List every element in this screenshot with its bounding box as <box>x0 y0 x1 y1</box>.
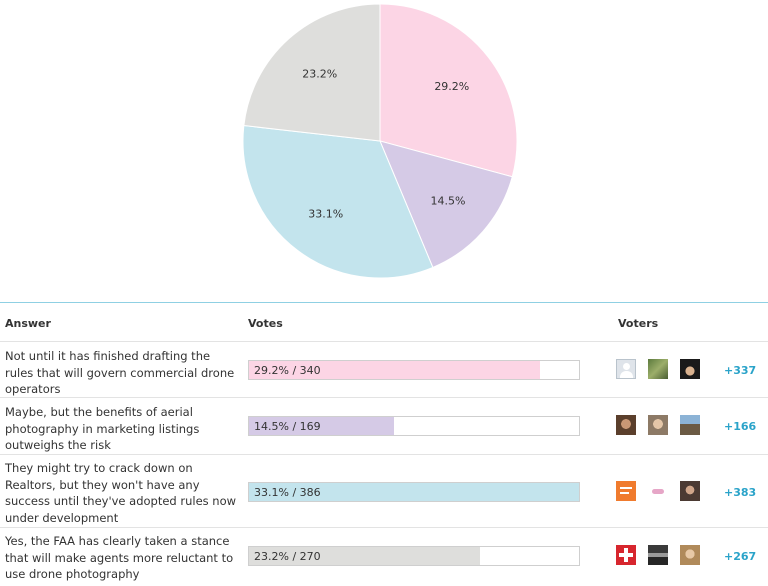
photo-avatar[interactable] <box>680 415 700 435</box>
answer-text: Yes, the FAA has clearly taken a stance … <box>5 534 234 581</box>
more-voters-link[interactable]: +337 <box>724 364 757 377</box>
pie-chart-svg: 29.2% 14.5% 33.1% 23.2% <box>242 3 518 279</box>
logo-avatar[interactable] <box>648 481 668 501</box>
vote-bar-label: 29.2% / 340 <box>254 364 321 377</box>
vote-bar-fill <box>249 361 541 379</box>
voters-header: Voters <box>618 317 659 330</box>
pie-chart: 29.2% 14.5% 33.1% 23.2% <box>242 3 518 279</box>
answer-text: Not until it has finished drafting the r… <box>5 349 235 396</box>
vote-bar-fill <box>249 483 579 501</box>
table-row: Maybe, but the benefits of aerial photog… <box>0 397 768 455</box>
answer-text: Maybe, but the benefits of aerial photog… <box>5 405 200 452</box>
photo-avatar[interactable] <box>648 359 668 379</box>
pie-slice[interactable] <box>242 124 434 279</box>
photo-avatar[interactable] <box>680 545 700 565</box>
vote-bar: 14.5% / 169 <box>248 416 580 436</box>
photo-avatar[interactable] <box>680 359 700 379</box>
vote-bar: 33.1% / 386 <box>248 482 580 502</box>
pie-slice-label: 14.5% <box>431 195 466 208</box>
divider <box>0 302 768 303</box>
photo-avatar[interactable] <box>648 415 668 435</box>
vote-bar-label: 33.1% / 386 <box>254 486 321 499</box>
vote-bar: 29.2% / 340 <box>248 360 580 380</box>
pie-slice-label: 29.2% <box>434 80 469 93</box>
table-row: Yes, the FAA has clearly taken a stance … <box>0 527 768 586</box>
more-voters-link[interactable]: +383 <box>724 486 757 499</box>
vote-bar: 23.2% / 270 <box>248 546 580 566</box>
logo-avatar[interactable] <box>616 545 636 565</box>
pie-slice[interactable] <box>379 140 513 269</box>
vote-bar-label: 23.2% / 270 <box>254 550 321 563</box>
more-voters-link[interactable]: +267 <box>724 550 757 563</box>
answer-header: Answer <box>5 317 51 330</box>
more-voters-link[interactable]: +166 <box>724 420 757 433</box>
logo-avatar[interactable] <box>616 481 636 501</box>
pie-slice-label: 23.2% <box>302 68 337 81</box>
table-row: They might try to crack down on Realtors… <box>0 454 768 528</box>
pie-slice-label: 33.1% <box>308 207 343 220</box>
photo-avatar[interactable] <box>648 545 668 565</box>
photo-avatar[interactable] <box>680 481 700 501</box>
vote-bar-fill <box>249 417 394 435</box>
photo-avatar[interactable] <box>616 415 636 435</box>
answer-text: They might try to crack down on Realtors… <box>5 461 237 525</box>
placeholder-avatar[interactable] <box>616 359 636 379</box>
pie-slice[interactable] <box>243 3 381 142</box>
votes-header: Votes <box>248 317 283 330</box>
table-row: Not until it has finished drafting the r… <box>0 341 768 398</box>
vote-bar-label: 14.5% / 169 <box>254 420 321 433</box>
vote-bar-fill <box>249 547 481 565</box>
pie-slice[interactable] <box>379 3 518 178</box>
